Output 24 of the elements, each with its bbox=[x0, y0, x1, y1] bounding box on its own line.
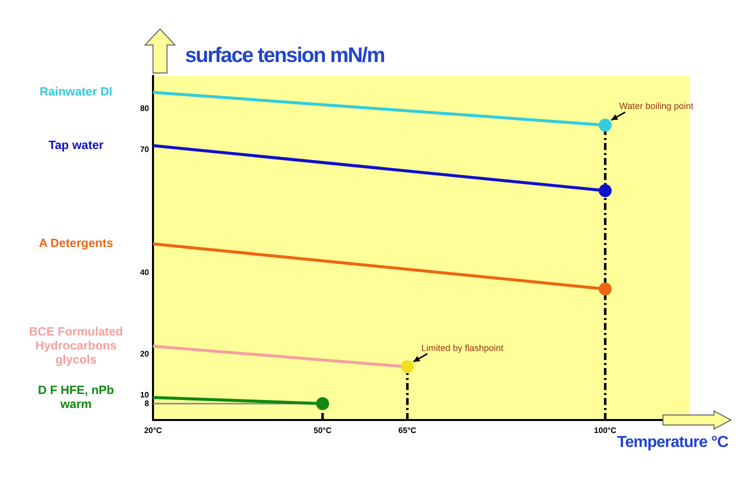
y-tick-label: 10 bbox=[140, 390, 150, 400]
text: BCE Formulated Hydrocarbons glycols bbox=[28, 324, 124, 367]
point bbox=[400, 360, 414, 374]
annotation: Water boiling point bbox=[619, 101, 694, 112]
y-axis-title: surface tension mN/m bbox=[185, 44, 384, 68]
x-tick-label: 50°C bbox=[314, 426, 332, 436]
y-tick-label: 80 bbox=[140, 104, 150, 113]
x-tick-label: 65°C bbox=[398, 426, 417, 436]
y-tick-label: 70 bbox=[140, 144, 150, 154]
text: A Detergents bbox=[38, 236, 114, 250]
point bbox=[598, 282, 612, 296]
text: Tap water bbox=[48, 138, 104, 152]
x-tick-label: 20°C bbox=[144, 426, 162, 436]
x-tick-label: 100°C bbox=[594, 426, 617, 436]
point bbox=[316, 397, 330, 410]
x-axis-title: Temperature °C bbox=[617, 434, 728, 452]
y-tick-label: 20 bbox=[140, 350, 150, 359]
point bbox=[598, 118, 612, 132]
annotation: Limited by flashpoint bbox=[421, 342, 504, 353]
y-tick-label: 8 bbox=[144, 398, 150, 408]
point bbox=[598, 184, 612, 198]
y-tick-label: 40 bbox=[140, 268, 150, 277]
text: Rainwater DI bbox=[40, 84, 112, 99]
text: D F HFE, nPb warm bbox=[38, 382, 114, 411]
